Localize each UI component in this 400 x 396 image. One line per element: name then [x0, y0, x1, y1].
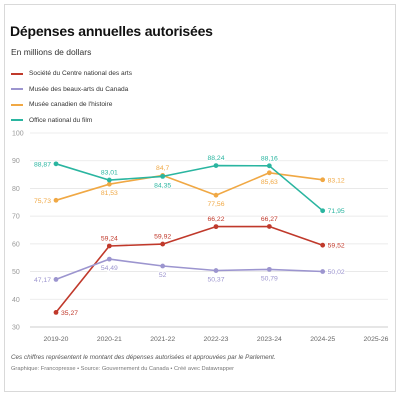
y-tick-label: 50: [12, 269, 20, 276]
data-point: [266, 224, 272, 229]
legend-label: Office national du film: [29, 116, 93, 124]
data-label: 85,63: [261, 179, 278, 186]
legend-item-centre-national-des-arts: Société du Centre national des arts: [11, 66, 132, 82]
data-label: 59,92: [154, 234, 171, 241]
data-label: 83,12: [328, 177, 345, 184]
legend-label: Société du Centre national des arts: [29, 70, 132, 78]
data-point: [320, 269, 326, 274]
data-label: 59,52: [328, 243, 345, 250]
data-label: 88,24: [207, 155, 224, 162]
x-tick-label: 2019-20: [44, 336, 69, 343]
data-label: 35,27: [61, 310, 78, 317]
data-label: 50,37: [207, 277, 224, 284]
data-point: [106, 177, 112, 183]
data-label: 77,56: [207, 201, 224, 208]
data-point: [106, 181, 112, 187]
legend-item-beaux-arts: Musée des beaux-arts du Canada: [11, 82, 132, 98]
legend-label: Musée canadien de l'histoire: [29, 101, 113, 109]
legend-swatch: [11, 88, 23, 91]
x-tick-label: 2021-22: [150, 336, 175, 343]
legend-swatch: [11, 119, 23, 122]
data-point: [213, 192, 219, 198]
legend-swatch: [11, 103, 23, 106]
y-tick-label: 90: [12, 158, 20, 165]
data-label: 81,53: [101, 190, 118, 197]
data-point: [106, 256, 112, 262]
data-label: 83,01: [101, 170, 118, 177]
data-point: [213, 268, 219, 273]
data-label: 84,35: [154, 182, 171, 189]
chart-subtitle: En millions de dollars: [11, 47, 92, 57]
y-tick-label: 80: [12, 186, 20, 193]
data-label: 75,73: [34, 198, 51, 205]
series-line: [55, 163, 324, 212]
data-label: 88,87: [34, 161, 51, 168]
y-tick-label: 60: [12, 241, 20, 248]
y-tick-label: 70: [12, 214, 20, 221]
legend-swatch: [11, 72, 23, 75]
footnote: Ces chiffres représentent le montant des…: [11, 354, 276, 361]
y-tick-label: 30: [12, 325, 20, 332]
x-tick-label: 2020-21: [97, 336, 122, 343]
data-label: 47,17: [34, 277, 51, 284]
data-point: [53, 309, 59, 315]
legend-item-musee-histoire: Musée canadien de l'histoire: [11, 97, 132, 113]
data-label: 71,95: [328, 208, 345, 215]
x-tick-label: 2024-25: [310, 336, 335, 343]
legend-label: Musée des beaux-arts du Canada: [29, 85, 129, 93]
data-point: [213, 224, 219, 230]
data-point: [160, 263, 166, 269]
data-label: 88,16: [261, 155, 278, 162]
data-point: [266, 163, 272, 169]
credit-line: Graphique: Francopresse • Source: Gouver…: [11, 366, 235, 372]
data-point: [160, 241, 166, 247]
legend-item-office-national-du-film: Office national du film: [11, 113, 132, 129]
data-point: [320, 208, 326, 214]
data-point: [266, 266, 272, 272]
x-tick-label: 2025-26: [364, 336, 389, 343]
data-label: 59,24: [101, 235, 118, 242]
y-tick-label: 40: [12, 297, 20, 304]
data-point: [53, 277, 59, 282]
data-point: [53, 161, 59, 167]
data-label: 50,79: [261, 275, 278, 282]
data-label: 50,02: [328, 269, 345, 276]
data-point: [160, 173, 166, 179]
data-point: [266, 170, 272, 176]
x-tick-label: 2022-23: [204, 336, 229, 343]
data-point: [320, 242, 326, 248]
data-label: 52: [159, 272, 167, 279]
chart-legend: Société du Centre national des arts Musé…: [11, 66, 132, 128]
series-line: [55, 225, 323, 313]
series-line: [55, 258, 323, 281]
x-tick-label: 2023-24: [257, 336, 282, 343]
data-label: 66,22: [207, 216, 224, 223]
data-label: 66,27: [261, 216, 278, 223]
data-label: 54,49: [101, 265, 118, 272]
data-point: [320, 177, 326, 183]
y-tick-label: 100: [12, 131, 24, 138]
chart-title: Dépenses annuelles autorisées: [10, 23, 213, 39]
data-point: [213, 163, 219, 168]
data-point: [53, 197, 59, 203]
data-point: [106, 243, 112, 249]
data-label: 84,7: [156, 165, 169, 172]
